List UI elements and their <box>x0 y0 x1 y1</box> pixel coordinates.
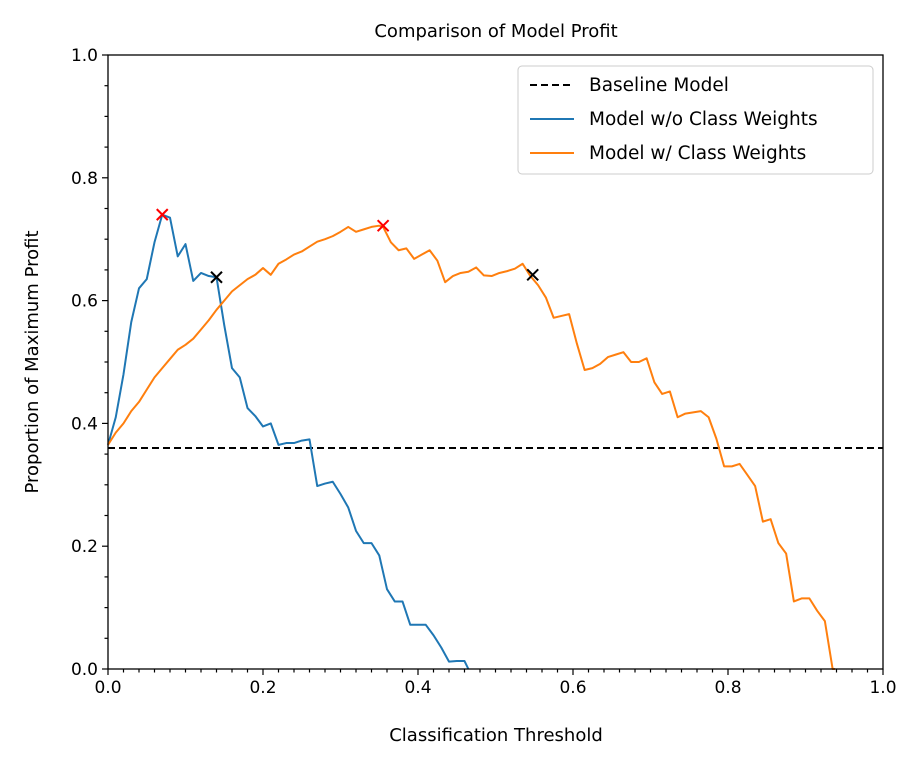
legend-box <box>517 65 874 175</box>
series-line-2 <box>107 224 835 670</box>
x-tick-label: 0.0 <box>94 678 121 698</box>
y-tick-label: 0.6 <box>71 292 98 312</box>
series-line-1 <box>107 213 470 670</box>
x-marker-0 <box>156 208 169 221</box>
x-tick-label: 0.4 <box>404 678 431 698</box>
y-tick-label: 1.0 <box>71 46 98 66</box>
legend-label-no-weights: Model w/o Class Weights <box>589 109 818 130</box>
x-marker-1 <box>210 271 223 284</box>
x-tick-label: 0.8 <box>714 678 741 698</box>
x-axis-label: Classification Threshold <box>389 725 603 746</box>
x-tick-label: 0.6 <box>559 678 586 698</box>
x-tick-label: 0.2 <box>249 678 276 698</box>
x-axis: 0.0 0.2 0.4 0.6 0.8 1.0 <box>94 669 897 698</box>
y-tick-label: 0.0 <box>71 660 98 680</box>
x-marker-2 <box>376 219 390 232</box>
legend: Baseline Model Model w/o Class Weights M… <box>517 65 874 175</box>
x-marker-3 <box>526 268 539 282</box>
plot-lines <box>107 213 883 670</box>
y-tick-label: 0.4 <box>71 414 98 434</box>
legend-label-baseline: Baseline Model <box>589 75 729 96</box>
chart-title: Comparison of Model Profit <box>374 21 617 42</box>
y-tick-label: 0.2 <box>71 537 98 557</box>
y-axis: 0.0 0.2 0.4 0.6 0.8 1.0 <box>71 46 108 680</box>
plot-markers <box>156 208 539 284</box>
legend-label-weights: Model w/ Class Weights <box>589 143 806 164</box>
x-tick-label: 1.0 <box>869 678 896 698</box>
y-axis-label: Proportion of Maximum Profit <box>22 230 43 493</box>
y-tick-label: 0.8 <box>71 169 98 189</box>
